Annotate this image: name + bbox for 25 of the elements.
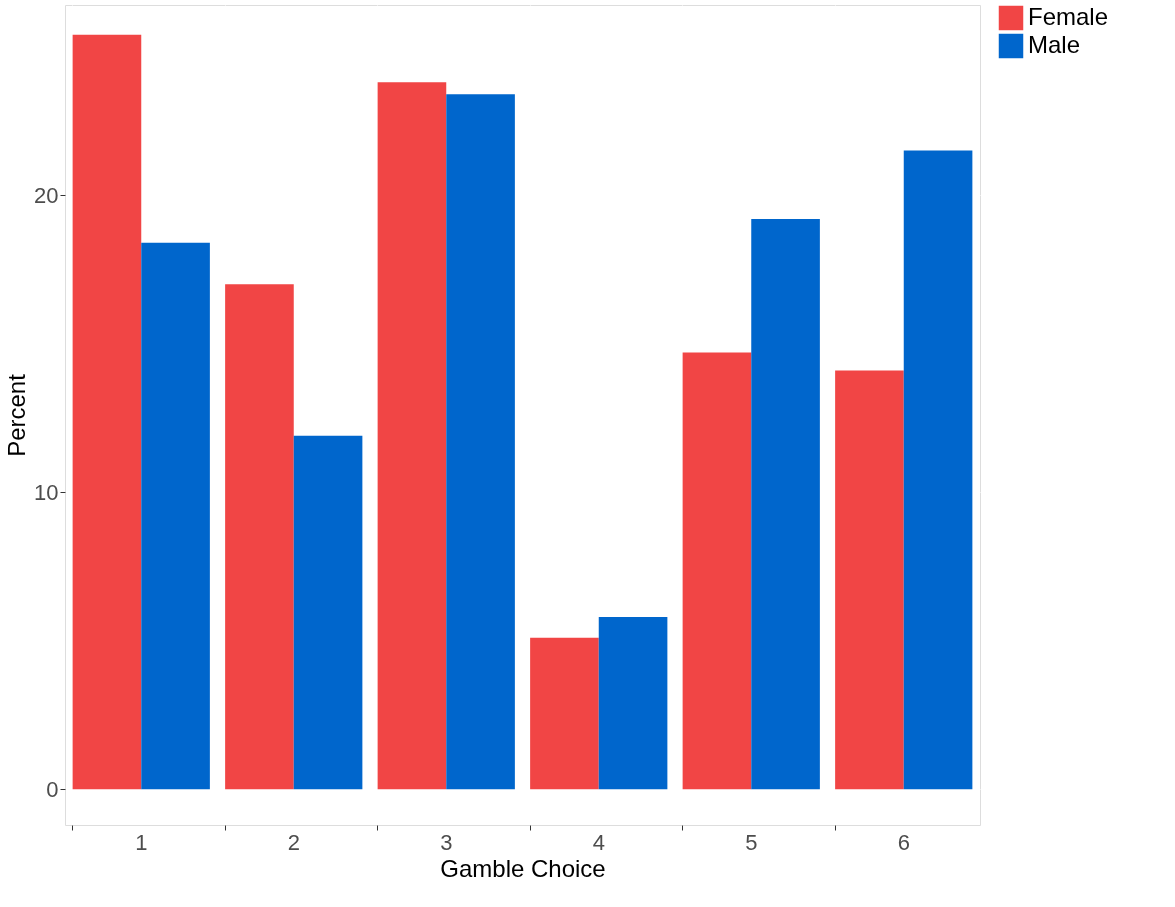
x-tick-label: 3 — [440, 829, 453, 855]
bar — [293, 435, 363, 790]
y-tick-label: 20 — [34, 182, 59, 208]
x-tick-label: 5 — [745, 829, 758, 855]
bar — [530, 637, 599, 790]
bar — [598, 617, 668, 790]
y-tick-label: 0 — [46, 776, 59, 802]
x-tick-label: 2 — [287, 829, 300, 855]
legend-label: Male — [1028, 31, 1081, 58]
bar — [225, 284, 294, 790]
x-tick-label: 4 — [592, 829, 605, 855]
bar — [751, 218, 820, 790]
x-tick-label: 1 — [135, 829, 148, 855]
bar — [72, 34, 142, 790]
bar — [903, 150, 973, 790]
bar — [446, 94, 515, 790]
x-axis-title: Gamble Choice — [440, 854, 606, 882]
y-axis-title: Percent — [3, 373, 31, 457]
bar — [835, 370, 904, 790]
bar — [141, 242, 210, 790]
x-tick-label: 6 — [897, 829, 910, 855]
bar — [682, 352, 752, 790]
bar — [377, 82, 447, 790]
y-tick-label: 10 — [34, 479, 59, 505]
legend-label: Female — [1028, 3, 1109, 30]
